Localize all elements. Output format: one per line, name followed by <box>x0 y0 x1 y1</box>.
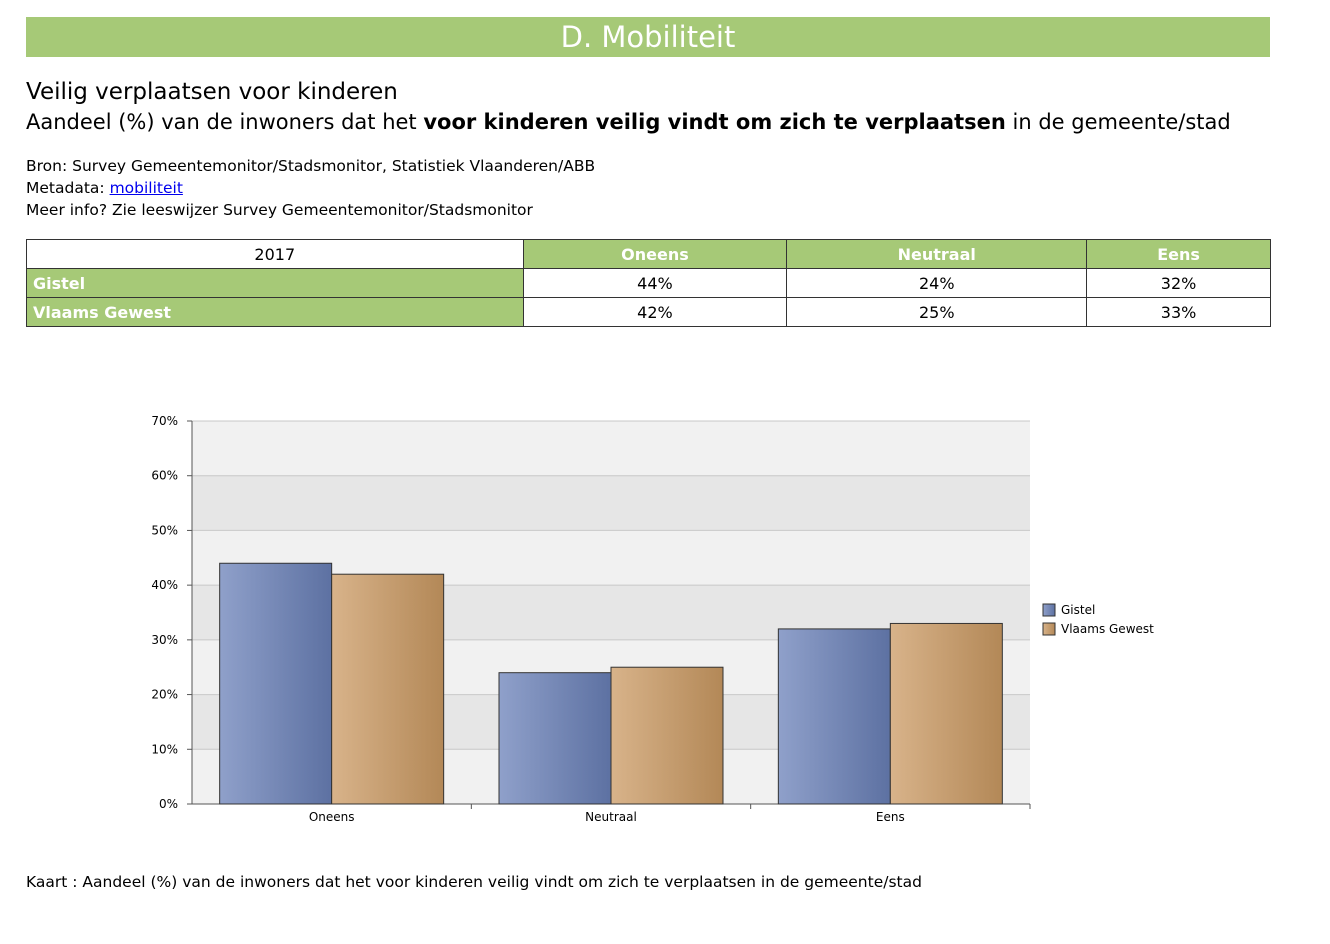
metadata-label: Metadata: <box>26 179 110 197</box>
y-tick-label: 50% <box>151 523 178 537</box>
column-header: Eens <box>1086 239 1271 269</box>
table-cell: 42% <box>522 297 788 327</box>
table-cell: 32% <box>1086 268 1271 298</box>
bar-gistel <box>777 628 891 805</box>
table-row: Gistel 44% 24% 32% <box>26 268 1271 298</box>
bar-vlaams-gewest <box>610 666 724 805</box>
more-info-text: Meer info? Zie leeswijzer Survey Gemeent… <box>26 201 533 219</box>
metadata-link[interactable]: mobiliteit <box>109 179 183 197</box>
y-tick-label: 10% <box>151 742 178 756</box>
table-row: Vlaams Gewest 42% 25% 33% <box>26 297 1271 327</box>
table-header-row: 2017 Oneens Neutraal Eens <box>26 239 1271 269</box>
bar-gistel <box>219 562 333 805</box>
legend-swatch <box>1042 603 1056 617</box>
y-tick-label: 20% <box>151 688 178 702</box>
row-label: Vlaams Gewest <box>26 297 524 327</box>
column-header: Neutraal <box>786 239 1088 269</box>
y-tick-label: 40% <box>151 578 178 592</box>
table-cell: 24% <box>786 268 1088 298</box>
plot-band <box>192 475 1030 531</box>
plot-band <box>192 421 1030 476</box>
y-tick-label: 70% <box>151 414 178 428</box>
subtitle-part-2: in de gemeente/stad <box>1005 110 1231 134</box>
y-tick-label: 30% <box>151 633 178 647</box>
bar-gistel <box>498 672 612 805</box>
legend-label: Gistel <box>1061 603 1095 617</box>
legend-swatch <box>1042 622 1056 636</box>
subtitle-bold: voor kinderen veilig vindt om zich te ve… <box>423 110 1006 134</box>
map-caption: Kaart : Aandeel (%) van de inwoners dat … <box>26 873 922 891</box>
bar-vlaams-gewest <box>889 622 1003 805</box>
column-header: Oneens <box>522 239 788 269</box>
source-text: Bron: Survey Gemeentemonitor/Stadsmonito… <box>26 157 596 175</box>
section-banner: D. Mobiliteit <box>26 17 1270 57</box>
y-tick-label: 0% <box>159 797 178 811</box>
y-tick-label: 60% <box>151 469 178 483</box>
subtitle-part-1: Aandeel (%) van de inwoners dat het <box>26 110 424 134</box>
row-label: Gistel <box>26 268 524 298</box>
x-tick-label: Neutraal <box>585 810 637 824</box>
legend-label: Vlaams Gewest <box>1061 622 1154 636</box>
year-cell: 2017 <box>26 239 524 269</box>
metadata-line: Metadata: mobiliteit <box>26 179 183 197</box>
table-cell: 44% <box>522 268 788 298</box>
x-tick-label: Oneens <box>309 810 355 824</box>
table-cell: 33% <box>1086 297 1271 327</box>
bar-chart: 0% 10% 20% 30% 40% 50% 60% 70% Oneens Neutraal Een… <box>151 414 1154 824</box>
x-tick-label: Eens <box>876 810 905 824</box>
bar-vlaams-gewest <box>331 573 445 805</box>
data-table: 2017 Oneens Neutraal Eens Gistel 44% 24%… <box>26 239 1271 327</box>
page-subtitle: Aandeel (%) van de inwoners dat het voor… <box>26 110 1231 134</box>
table-cell: 25% <box>786 297 1088 327</box>
page-title: Veilig verplaatsen voor kinderen <box>26 79 398 105</box>
